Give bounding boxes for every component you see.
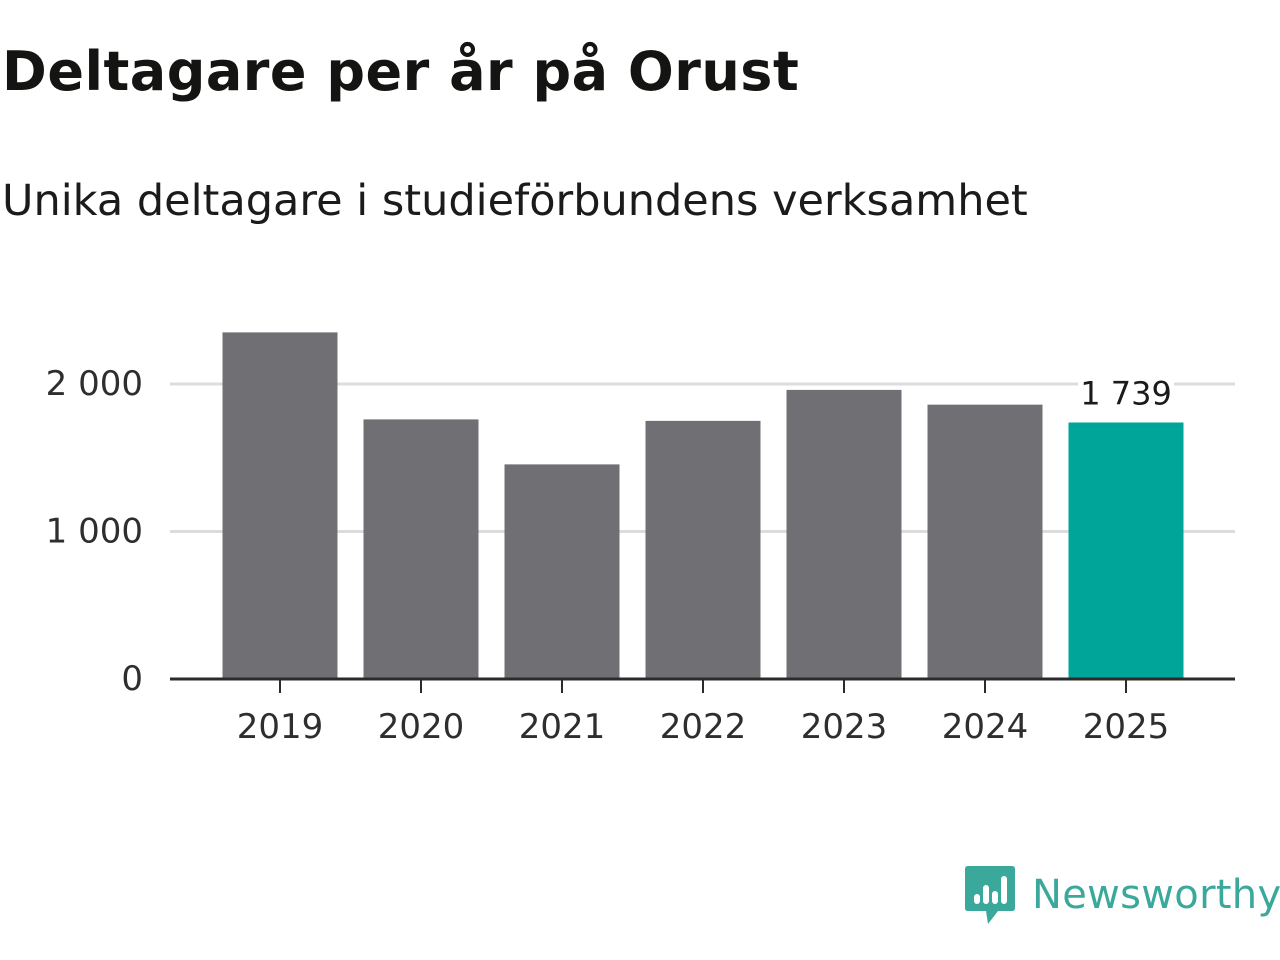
x-tick-label: 2023	[801, 707, 888, 747]
x-tick-label: 2024	[942, 707, 1029, 747]
bar-2024	[927, 404, 1043, 679]
data-label: 1 739	[1080, 374, 1172, 412]
labels: 0 1 000 2 000 2019 2020 2021 2022 2023 2024 2025 1…	[46, 364, 1174, 747]
chart-bubble-icon	[965, 866, 1015, 924]
bar-2021	[504, 464, 620, 679]
y-tick-label: 0	[121, 659, 143, 699]
bar-2020	[363, 419, 479, 679]
brand-name: Newsworthy	[1032, 872, 1280, 918]
bar-2023	[786, 389, 902, 679]
chart-title: Deltagare per år på Orust	[2, 40, 800, 103]
bar-2019	[222, 332, 338, 679]
newsworthy-logo: Newsworthy	[964, 864, 1280, 926]
data-label-background	[1078, 372, 1174, 413]
x-tick-label: 2020	[378, 707, 465, 747]
x-tick-label: 2021	[519, 707, 606, 747]
axes	[170, 677, 1235, 693]
x-tick-label: 2022	[660, 707, 747, 747]
x-tick-label: 2025	[1083, 707, 1170, 747]
y-tick-label: 1 000	[46, 512, 143, 552]
bar-2025	[1068, 422, 1184, 679]
y-tick-label: 2 000	[46, 364, 143, 404]
chart-subtitle: Unika deltagare i studieförbundens verks…	[2, 176, 1028, 226]
bar-2022	[645, 420, 761, 679]
x-tick-label: 2019	[237, 707, 324, 747]
bars	[222, 332, 1184, 679]
